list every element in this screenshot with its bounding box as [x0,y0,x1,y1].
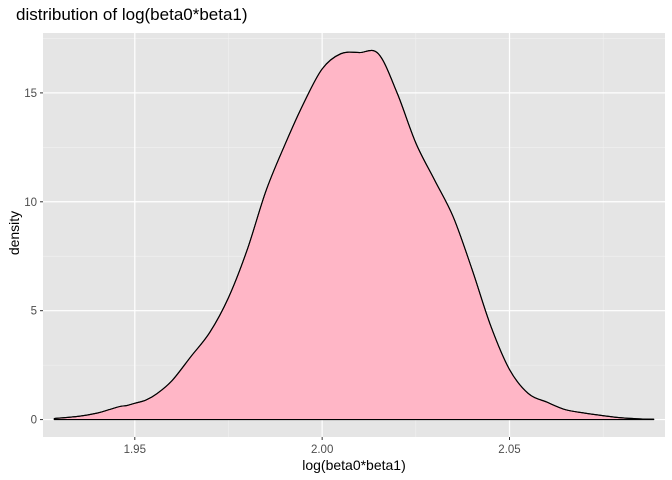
y-tick-label: 5 [31,306,37,318]
y-axis: 0 5 10 15 [24,88,43,427]
y-tick-label: 15 [24,88,37,100]
x-tick-label: 1.95 [124,444,146,456]
density-line [54,49,654,420]
y-tick-label: 10 [24,197,37,209]
chart-title: distribution of log(beta0*beta1) [16,5,248,24]
x-tick-label: 2.00 [311,444,333,456]
x-tick-label: 2.05 [498,444,520,456]
y-axis-label: density [6,211,22,255]
x-axis: 1.95 2.00 2.05 [124,437,521,456]
y-tick-label: 0 [31,415,37,427]
x-axis-label: log(beta0*beta1) [302,457,406,473]
